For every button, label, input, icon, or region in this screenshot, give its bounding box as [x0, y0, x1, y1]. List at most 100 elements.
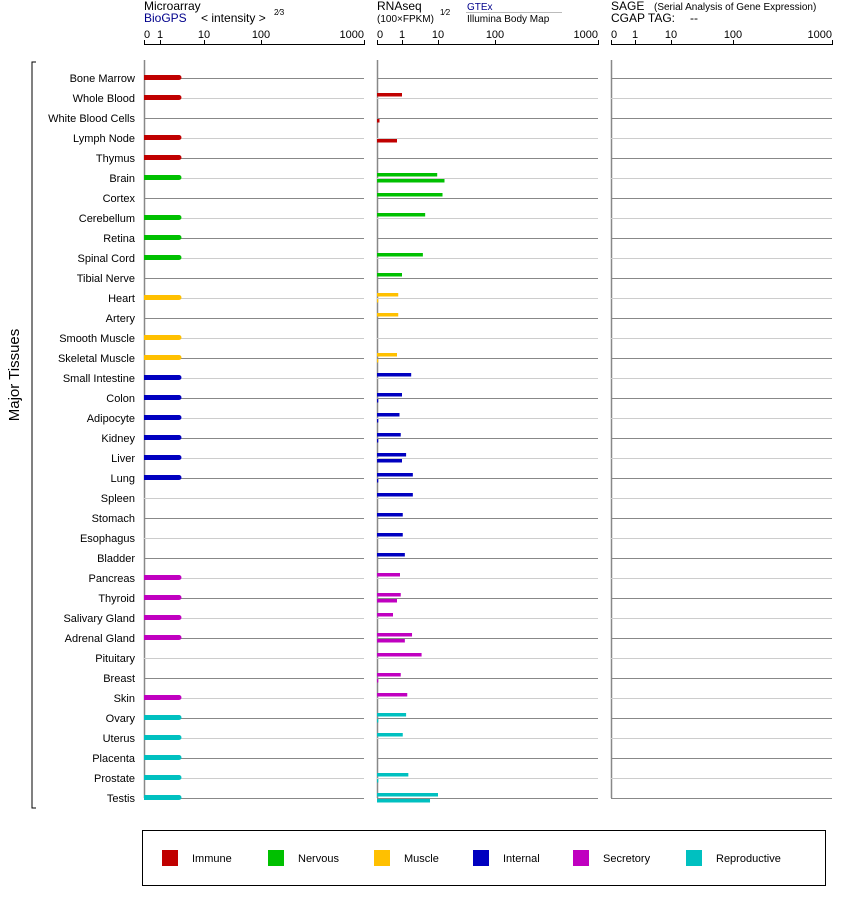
microarray-unit: < intensity > [201, 11, 266, 25]
legend-swatch-immune [162, 850, 178, 866]
tick-label: 10 [198, 29, 210, 41]
microarray-bar [144, 295, 179, 300]
microarray-bar [144, 355, 179, 360]
gtex-bar [377, 413, 400, 417]
microarray-bar [144, 215, 179, 220]
legend-label-muscle: Muscle [404, 853, 439, 865]
cgap-tag-label: CGAP TAG: [611, 11, 675, 25]
gtex-link[interactable]: GTEx [467, 2, 493, 13]
gtex-bar [377, 673, 401, 677]
illumina-label: Illumina Body Map [467, 14, 550, 25]
biogps-link[interactable]: BioGPS [144, 11, 187, 25]
microarray-bar [144, 235, 179, 240]
tissue-label: Testis [107, 793, 136, 805]
tissue-label: Skeletal Muscle [58, 353, 135, 365]
illumina-bar [377, 419, 379, 423]
gtex-bar [377, 473, 413, 477]
illumina-bar [377, 599, 397, 603]
illumina-bar [377, 779, 379, 783]
gtex-bar [377, 93, 402, 97]
microarray-bar [144, 95, 179, 100]
tick-label: 0 [611, 29, 617, 41]
microarray-bar [144, 75, 179, 80]
microarray-bar-cap [176, 175, 182, 180]
tissue-label: Spleen [101, 493, 135, 505]
microarray-bar-cap [176, 635, 182, 640]
tick-label: 10 [665, 29, 677, 41]
microarray-bar-cap [176, 355, 182, 360]
illumina-bar [377, 139, 397, 143]
legend-label-internal: Internal [503, 853, 540, 865]
legend-swatch-nervous [268, 850, 284, 866]
microarray-bar-cap [176, 395, 182, 400]
tissue-label: Artery [106, 313, 136, 325]
tissue-label: Cortex [103, 193, 136, 205]
illumina-bar [377, 439, 379, 443]
microarray-bar [144, 775, 179, 780]
illumina-bar [377, 639, 405, 643]
gtex-bar [377, 173, 438, 177]
tick-label: 10 [432, 29, 444, 41]
microarray-bar-cap [176, 475, 182, 480]
tissue-label: Heart [108, 293, 135, 305]
tissue-label: Ovary [106, 713, 136, 725]
gtex-bar [377, 253, 423, 257]
tissue-label: Colon [106, 393, 135, 405]
microarray-bar [144, 395, 179, 400]
tissue-bracket [31, 61, 36, 809]
y-axis-label: Major Tissues [6, 329, 23, 422]
tissue-label: Liver [111, 453, 135, 465]
microarray-bar [144, 695, 179, 700]
tissue-label: Whole Blood [73, 93, 135, 105]
illumina-bar [377, 299, 379, 303]
tick-label: 1000 [574, 29, 598, 41]
rnaseq-unit: (100×FPKM) [377, 14, 434, 25]
tissue-label: Pituitary [95, 653, 135, 665]
microarray-bar [144, 455, 179, 460]
microarray-bar [144, 575, 179, 580]
microarray-bar [144, 435, 179, 440]
illumina-bar [377, 399, 379, 403]
microarray-bar [144, 755, 179, 760]
legend-swatch-reproductive [686, 850, 702, 866]
tissue-label: Small Intestine [63, 373, 135, 385]
gtex-bar [377, 533, 403, 537]
microarray-bar-cap [176, 255, 182, 260]
gtex-bar [377, 193, 443, 197]
gtex-bar [377, 353, 397, 357]
tissue-label: Smooth Muscle [59, 333, 135, 345]
rnaseq-title: RNAseq [377, 0, 422, 13]
illumina-bar [377, 119, 380, 123]
tick-label: 0 [377, 29, 383, 41]
microarray-bar [144, 335, 179, 340]
gtex-bar [377, 273, 402, 277]
tissue-label: Brain [109, 173, 135, 185]
tissue-label: Kidney [101, 433, 135, 445]
tick-label: 1000 [340, 29, 364, 41]
legend-label-nervous: Nervous [298, 853, 339, 865]
microarray-bar [144, 375, 179, 380]
microarray-bar-cap [176, 375, 182, 380]
sage-title: SAGE [611, 0, 644, 13]
tissue-label: Thyroid [98, 593, 135, 605]
microarray-bar-cap [176, 235, 182, 240]
microarray-bar-cap [176, 215, 182, 220]
microarray-bar-cap [176, 135, 182, 140]
gtex-bar [377, 613, 393, 617]
gtex-bar [377, 293, 399, 297]
gtex-bar [377, 793, 438, 797]
gtex-bar [377, 573, 400, 577]
tick-label: 100 [724, 29, 742, 41]
microarray-bar [144, 615, 179, 620]
tissue-label: Tibial Nerve [77, 273, 135, 285]
tissue-label: Adipocyte [87, 413, 135, 425]
gtex-bar [377, 633, 413, 637]
microarray-bar-cap [176, 795, 182, 800]
microarray-bar [144, 715, 179, 720]
gtex-bar [377, 393, 402, 397]
microarray-bar [144, 175, 179, 180]
microarray-bar-cap [176, 415, 182, 420]
gtex-bar [377, 373, 412, 377]
gtex-bar [377, 213, 426, 217]
